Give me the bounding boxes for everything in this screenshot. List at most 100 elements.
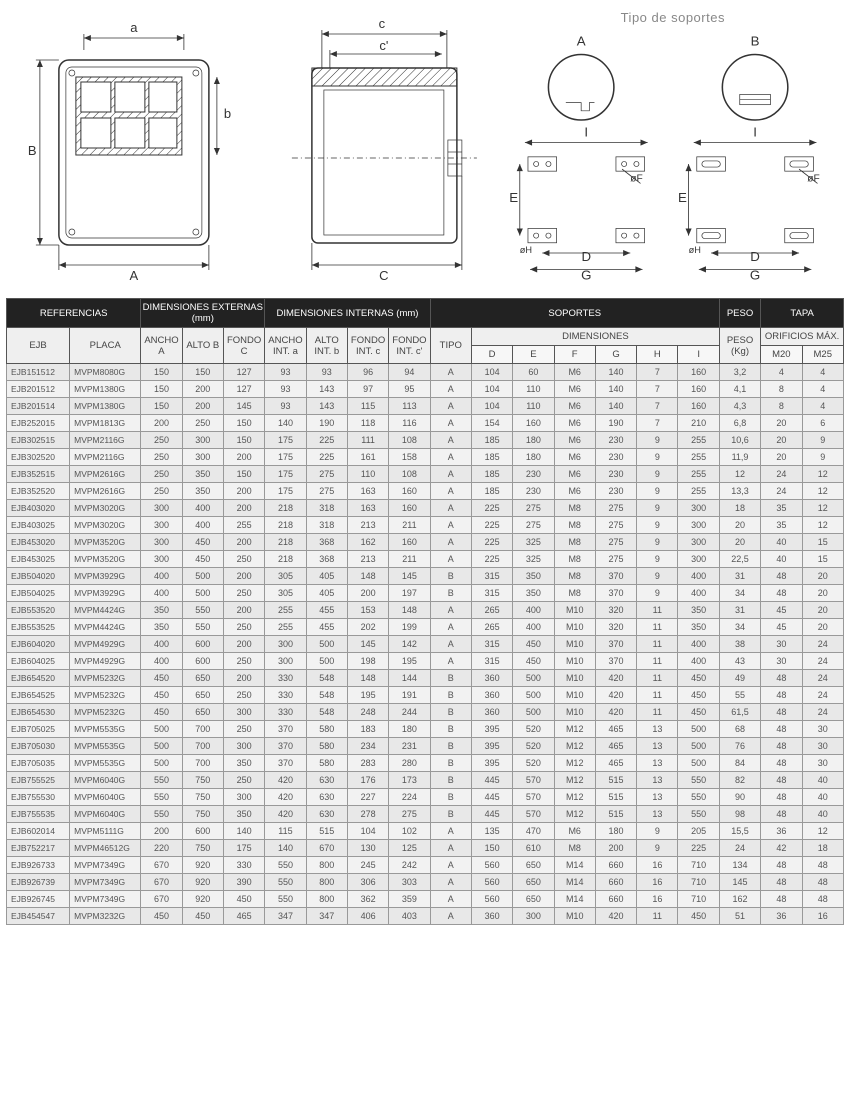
table-cell: 250: [223, 687, 264, 704]
table-cell: 630: [306, 772, 347, 789]
label-A-big: A: [130, 268, 139, 283]
table-cell: 48: [761, 874, 802, 891]
table-cell: 10,6: [719, 432, 760, 449]
table-cell: 130: [347, 840, 388, 857]
table-cell: 265: [471, 619, 512, 636]
table-cell: 550: [141, 789, 182, 806]
table-cell: A: [430, 364, 471, 381]
table-cell: 283: [347, 755, 388, 772]
table-cell: 195: [347, 687, 388, 704]
table-cell: 278: [347, 806, 388, 823]
table-cell: 4,3: [719, 398, 760, 415]
table-cell: 225: [471, 517, 512, 534]
table-cell: 13: [637, 738, 678, 755]
label-b-small: b: [224, 106, 231, 121]
table-cell: 150: [223, 466, 264, 483]
table-cell: 98: [719, 806, 760, 823]
table-cell: 38: [719, 636, 760, 653]
table-cell: EJB453020: [7, 534, 70, 551]
table-cell: MVPM5535G: [70, 755, 141, 772]
table-cell: 160: [678, 398, 719, 415]
table-cell: MVPM4929G: [70, 636, 141, 653]
table-cell: M8: [554, 585, 595, 602]
table-row: EJB926733MVPM7349G670920330550800245242A…: [7, 857, 844, 874]
table-row: EJB352520MVPM2616G250350200175275163160A…: [7, 483, 844, 500]
table-cell: 600: [182, 636, 223, 653]
table-cell: 300: [678, 534, 719, 551]
table-cell: 550: [265, 874, 306, 891]
table-cell: 450: [141, 704, 182, 721]
table-cell: B: [430, 738, 471, 755]
table-cell: 160: [389, 500, 430, 517]
table-cell: 140: [265, 840, 306, 857]
table-cell: 24: [802, 636, 844, 653]
table-cell: 11: [637, 687, 678, 704]
table-cell: 24: [761, 466, 802, 483]
th-m25: M25: [802, 346, 844, 364]
table-cell: 250: [141, 483, 182, 500]
table-cell: 30: [802, 738, 844, 755]
th-anchoA: ANCHO A: [141, 328, 182, 364]
table-cell: 200: [141, 415, 182, 432]
table-cell: 40: [802, 789, 844, 806]
table-cell: M10: [554, 653, 595, 670]
table-cell: B: [430, 687, 471, 704]
table-cell: 116: [389, 415, 430, 432]
table-cell: A: [430, 908, 471, 925]
table-row: EJB553525MVPM4424G350550250255455202199A…: [7, 619, 844, 636]
table-cell: EJB352515: [7, 466, 70, 483]
table-cell: 48: [761, 789, 802, 806]
table-cell: 200: [223, 636, 264, 653]
label-G-b: G: [749, 268, 759, 283]
table-cell: 176: [347, 772, 388, 789]
table-cell: EJB302520: [7, 449, 70, 466]
th-orificios: ORIFICIOS MÁX.: [761, 328, 844, 346]
table-cell: 548: [306, 687, 347, 704]
table-cell: 500: [182, 585, 223, 602]
table-cell: 368: [306, 534, 347, 551]
table-cell: 13: [637, 721, 678, 738]
table-cell: MVPM5111G: [70, 823, 141, 840]
table-cell: 550: [141, 772, 182, 789]
table-cell: 140: [595, 364, 636, 381]
table-cell: MVPM2116G: [70, 449, 141, 466]
table-cell: EJB752217: [7, 840, 70, 857]
table-cell: 148: [347, 670, 388, 687]
table-cell: M12: [554, 755, 595, 772]
table-cell: 445: [471, 772, 512, 789]
table-cell: A: [430, 415, 471, 432]
th-m20: M20: [761, 346, 802, 364]
table-cell: 12: [802, 483, 844, 500]
table-cell: 12: [719, 466, 760, 483]
table-cell: MVPM3520G: [70, 551, 141, 568]
table-cell: 40: [802, 772, 844, 789]
table-cell: 710: [678, 891, 719, 908]
table-cell: 400: [141, 585, 182, 602]
table-cell: 4: [802, 364, 844, 381]
table-cell: 11: [637, 670, 678, 687]
table-cell: 48: [802, 874, 844, 891]
table-cell: 255: [223, 517, 264, 534]
table-cell: 140: [265, 415, 306, 432]
table-cell: 570: [513, 789, 554, 806]
table-cell: 650: [513, 857, 554, 874]
table-row: EJB755535MVPM6040G550750350420630278275B…: [7, 806, 844, 823]
table-cell: 200: [182, 381, 223, 398]
table-cell: 13,3: [719, 483, 760, 500]
table-cell: B: [430, 568, 471, 585]
th-D: D: [471, 346, 512, 364]
table-cell: 40: [761, 534, 802, 551]
table-cell: A: [430, 449, 471, 466]
table-cell: 12: [802, 517, 844, 534]
table-cell: 199: [389, 619, 430, 636]
table-cell: 24: [802, 687, 844, 704]
table-cell: 300: [141, 551, 182, 568]
table-cell: 470: [513, 823, 554, 840]
table-cell: 400: [513, 619, 554, 636]
th-tapa: TAPA: [761, 299, 844, 328]
table-cell: 255: [678, 466, 719, 483]
table-cell: MVPM5535G: [70, 738, 141, 755]
table-cell: 175: [265, 466, 306, 483]
table-cell: 660: [595, 857, 636, 874]
table-cell: EJB604025: [7, 653, 70, 670]
